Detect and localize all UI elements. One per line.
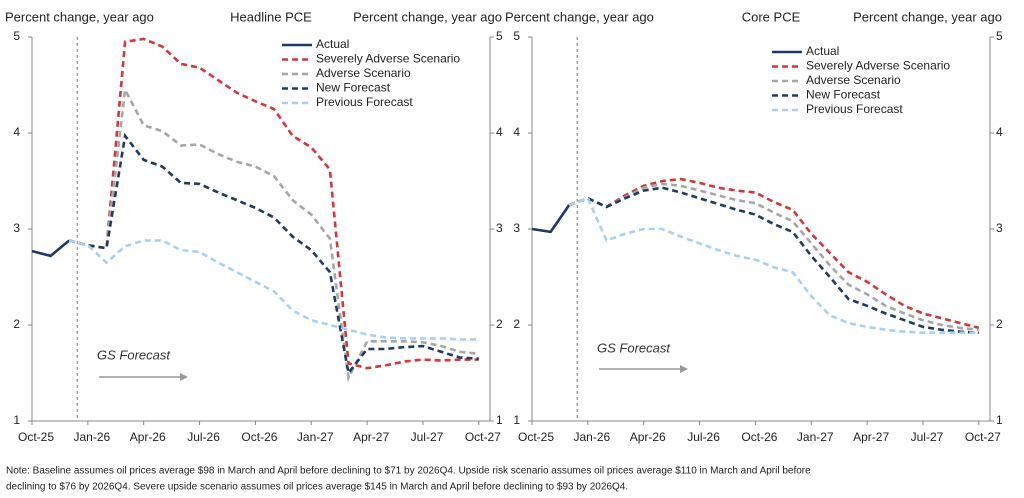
series-line: [531, 204, 571, 234]
chart-title: Headline PCE: [230, 9, 312, 24]
annotation: GS Forecast: [597, 340, 671, 355]
y-tick-label: 1: [13, 413, 20, 427]
x-tick-label: Jul-27: [411, 430, 444, 444]
x-tick-label: Jul-26: [687, 430, 720, 444]
x-tick-label: Jul-27: [911, 430, 944, 444]
x-tick-label: Oct-27: [965, 430, 1001, 444]
legend-label: New Forecast: [806, 88, 881, 102]
x-tick-label: Oct-27: [465, 430, 501, 444]
series-line: [568, 196, 979, 334]
y2-axis-label: Percent change, year ago: [353, 9, 502, 24]
y2-tick-label: 5: [996, 29, 1003, 43]
series-line: [68, 239, 479, 341]
y-axis-label: Percent change, year ago: [5, 9, 154, 24]
x-tick-label: Apr-26: [130, 430, 166, 444]
x-tick-label: Apr-27: [353, 430, 389, 444]
legend-label: Previous Forecast: [316, 95, 413, 109]
series-line: [568, 186, 979, 334]
y2-tick-label: 2: [496, 317, 503, 331]
y-tick-label: 5: [13, 29, 20, 43]
y2-tick-label: 5: [496, 29, 503, 43]
x-tick-label: Jan-26: [574, 430, 611, 444]
x-tick-label: Jan-26: [74, 430, 111, 444]
note: declining to $76 by 2026Q4. Severe upsid…: [6, 482, 628, 493]
y-axis-label: Percent change, year ago: [505, 9, 654, 24]
series-line: [68, 85, 479, 383]
x-tick-label: Apr-26: [630, 430, 666, 444]
x-tick-label: Apr-27: [853, 430, 889, 444]
annotation: GS Forecast: [97, 347, 171, 362]
x-tick-label: Jan-27: [297, 430, 334, 444]
chart-title: Core PCE: [742, 9, 801, 24]
y-tick-label: 4: [513, 125, 520, 139]
legend-label: New Forecast: [316, 81, 391, 95]
note: Note: Baseline assumes oil prices averag…: [6, 466, 811, 477]
y2-tick-label: 1: [996, 413, 1003, 427]
arrow-head: [680, 365, 688, 373]
legend-label: Severely Adverse Scenario: [806, 59, 950, 73]
y2-tick-label: 2: [996, 317, 1003, 331]
y-tick-label: 2: [513, 317, 520, 331]
series-line: [568, 177, 980, 330]
legend-label: Severely Adverse Scenario: [316, 52, 460, 66]
y2-axis-label: Percent change, year ago: [853, 9, 1002, 24]
y-tick-label: 3: [513, 221, 520, 235]
legend-label: Adverse Scenario: [316, 66, 411, 80]
y-tick-label: 2: [13, 317, 20, 331]
y2-tick-label: 4: [996, 125, 1003, 139]
x-tick-label: Oct-26: [241, 430, 277, 444]
x-tick-label: Oct-25: [18, 430, 54, 444]
series-line: [68, 37, 479, 370]
x-tick-label: Jan-27: [797, 430, 834, 444]
y2-tick-label: 3: [996, 221, 1003, 235]
legend-label: Actual: [316, 37, 349, 51]
y-tick-label: 4: [13, 125, 20, 139]
y-tick-label: 3: [13, 221, 20, 235]
series-line: [68, 132, 479, 377]
y-tick-label: 1: [513, 413, 520, 427]
x-tick-label: Jul-26: [187, 430, 220, 444]
x-tick-label: Oct-26: [741, 430, 777, 444]
x-tick-label: Oct-25: [518, 430, 554, 444]
series-line: [568, 182, 979, 332]
y2-tick-label: 1: [496, 413, 503, 427]
y-tick-label: 5: [513, 29, 520, 43]
legend-label: Actual: [806, 44, 839, 58]
arrow-head: [180, 373, 188, 381]
legend-label: Adverse Scenario: [806, 73, 901, 87]
series-line: [31, 239, 71, 258]
y2-tick-label: 3: [496, 221, 503, 235]
y2-tick-label: 4: [496, 125, 503, 139]
legend-label: Previous Forecast: [806, 102, 903, 116]
